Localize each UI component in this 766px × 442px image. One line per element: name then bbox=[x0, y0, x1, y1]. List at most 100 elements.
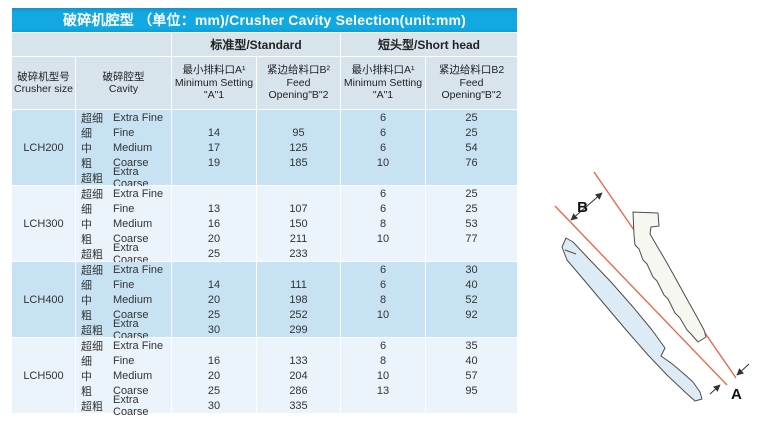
header-en: Cavity bbox=[108, 83, 139, 95]
cavity-row: 细 Fine bbox=[76, 201, 171, 216]
value-cell: 10 bbox=[376, 156, 390, 169]
model-label: LCH400 bbox=[23, 293, 64, 306]
cavity-label-zh: 超粗 bbox=[81, 324, 103, 337]
header-zh: 紧边给料口B2 bbox=[438, 64, 505, 77]
value-cell: 40 bbox=[465, 278, 478, 291]
band-empty-cell bbox=[12, 33, 171, 56]
value-cell: 20 bbox=[207, 293, 221, 306]
value-cell: 6 bbox=[379, 263, 387, 276]
value-column-sh-b: 25 25 53 77 bbox=[426, 186, 517, 261]
column-header-row: 破碎机型号 Crusher size 破碎腔型 Cavity 最小排料口A¹ M… bbox=[12, 57, 517, 109]
value-cell: 25 bbox=[465, 202, 478, 215]
crusher-model-cell: LCH400 bbox=[12, 262, 75, 337]
header-en: Minimum Setting bbox=[343, 76, 423, 89]
value-column-std-a: 16 20 25 30 bbox=[172, 338, 256, 413]
value-cell: 10 bbox=[376, 232, 390, 245]
header-zh: 紧边给料口B² bbox=[267, 64, 330, 77]
cavity-row: 中 Medium bbox=[76, 292, 171, 307]
cavity-label-zh: 细 bbox=[81, 355, 92, 368]
header-en: "A"1 bbox=[203, 89, 225, 102]
value-cell bbox=[341, 170, 425, 185]
cavity-row: 超粗 Extra Coarse bbox=[76, 318, 171, 342]
value-cell: 6 bbox=[379, 202, 387, 215]
cavity-row: 超粗 Extra Coarse bbox=[76, 166, 171, 190]
value-cell bbox=[426, 398, 517, 413]
header-en: Crusher size bbox=[14, 83, 73, 95]
cavity-label-zh: 细 bbox=[81, 127, 92, 140]
value-cell: 57 bbox=[465, 369, 478, 382]
value-cell: 20 bbox=[207, 232, 221, 245]
cavity-label-en: Coarse bbox=[113, 308, 149, 321]
value-cell bbox=[172, 338, 256, 353]
cavity-label-en: Medium bbox=[113, 217, 153, 230]
header-en: Minimum Setting bbox=[174, 76, 254, 89]
value-cell: 198 bbox=[289, 293, 308, 306]
cavity-label-zh: 中 bbox=[81, 294, 92, 307]
type-band-row: 标准型/Standard 短头型/Short head bbox=[12, 33, 517, 56]
value-cell: 35 bbox=[465, 339, 478, 352]
cavity-row: 超粗 Extra Coarse bbox=[76, 242, 171, 266]
header-sh-min-setting: 最小排料口A¹ Minimum Setting "A"1 bbox=[341, 57, 425, 109]
value-cell: 6 bbox=[379, 339, 387, 352]
value-cell: 25 bbox=[207, 308, 221, 321]
value-column-std-a: 14 17 19 bbox=[172, 110, 256, 185]
value-cell: 133 bbox=[289, 354, 308, 367]
value-cell: 204 bbox=[289, 369, 308, 382]
value-cell bbox=[257, 110, 340, 125]
cavity-diagram: B A bbox=[554, 171, 750, 403]
value-column-std-b: 111 198 252 299 bbox=[257, 262, 340, 337]
cavity-row: 细 Fine bbox=[76, 353, 171, 368]
cavity-label-zh: 超细 bbox=[81, 340, 103, 353]
value-column-sh-b: 35 40 57 95 bbox=[426, 338, 517, 413]
value-cell bbox=[172, 262, 256, 277]
value-cell: 13 bbox=[207, 202, 221, 215]
crusher-cavity-table: 破碎机腔型 （单位：mm)/Crusher Cavity Selection(u… bbox=[12, 8, 517, 418]
model-label: LCH300 bbox=[23, 217, 64, 230]
dimension-a-label: A bbox=[731, 386, 742, 403]
value-cell bbox=[341, 246, 425, 261]
cavity-label-en: Fine bbox=[113, 126, 135, 139]
value-column-sh-a: 6 8 10 13 bbox=[341, 338, 425, 413]
value-cell: 8 bbox=[379, 293, 387, 306]
value-cell: 6 bbox=[379, 187, 387, 200]
value-cell bbox=[426, 246, 517, 261]
cavity-row: 粗 Coarse bbox=[76, 383, 171, 398]
cavity-row: 中 Medium bbox=[76, 140, 171, 155]
value-column-sh-a: 6 6 6 10 bbox=[341, 110, 425, 185]
value-cell: 6 bbox=[379, 126, 387, 139]
cavity-label-zh: 超粗 bbox=[81, 400, 103, 413]
cavity-row: 细 Fine bbox=[76, 125, 171, 140]
model-label: LCH500 bbox=[23, 369, 64, 382]
cavity-label-zh: 超细 bbox=[81, 188, 103, 201]
value-cell: 299 bbox=[289, 323, 308, 336]
cavity-label-zh: 中 bbox=[81, 218, 92, 231]
crusher-model-cell: LCH300 bbox=[12, 186, 75, 261]
value-column-sh-a: 6 6 8 10 bbox=[341, 186, 425, 261]
cavity-label-zh: 粗 bbox=[81, 157, 92, 170]
cavity-label-zh: 超粗 bbox=[81, 172, 103, 185]
cavity-label-zh: 粗 bbox=[81, 385, 92, 398]
dimension-a-arrow-lower bbox=[709, 384, 721, 395]
cavity-row: 细 Fine bbox=[76, 277, 171, 292]
value-cell: 233 bbox=[289, 247, 308, 260]
cavity-label-en: Fine bbox=[113, 354, 135, 367]
value-cell: 8 bbox=[379, 217, 387, 230]
cavity-row: 粗 Coarse bbox=[76, 155, 171, 170]
value-cell: 77 bbox=[465, 232, 478, 245]
value-cell: 19 bbox=[207, 156, 221, 169]
value-cell: 185 bbox=[289, 156, 308, 169]
value-cell: 16 bbox=[207, 354, 221, 367]
value-cell: 6 bbox=[379, 278, 387, 291]
cavity-label-en: Extra Fine bbox=[113, 339, 164, 352]
value-cell: 25 bbox=[465, 126, 478, 139]
header-zh: 破碎机型号 bbox=[17, 70, 70, 83]
value-cell bbox=[257, 262, 340, 277]
cavity-label-en: Coarse bbox=[113, 156, 149, 169]
value-cell bbox=[257, 338, 340, 353]
cavity-label-zh: 粗 bbox=[81, 233, 92, 246]
model-label: LCH200 bbox=[23, 141, 64, 154]
header-zh: 破碎腔型 bbox=[102, 70, 145, 83]
value-cell: 252 bbox=[289, 308, 308, 321]
value-cell: 30 bbox=[207, 399, 221, 412]
header-en: Feed bbox=[459, 76, 484, 89]
